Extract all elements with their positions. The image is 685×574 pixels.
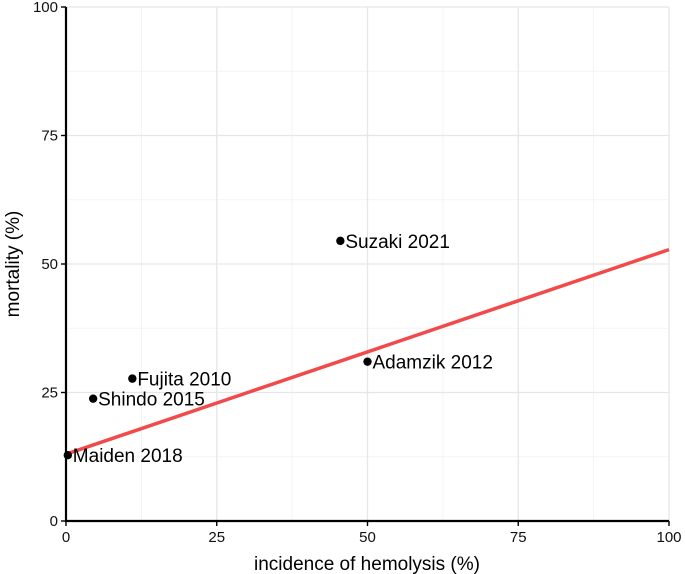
data-point: [63, 451, 73, 460]
point-label: Maiden 2018: [73, 446, 183, 467]
data-point: [128, 374, 137, 383]
y-tick-label: 75: [41, 128, 58, 145]
point-label: Adamzik 2012: [373, 353, 493, 374]
point-label: Shindo 2015: [98, 390, 205, 411]
point-label: Fujita 2010: [137, 370, 231, 391]
x-tick-label: 25: [208, 529, 225, 546]
y-tick-label: 25: [41, 385, 58, 402]
grid: [65, 6, 670, 522]
data-point: [363, 357, 372, 366]
y-tick-label: 100: [33, 0, 58, 16]
x-tick-label: 100: [656, 529, 681, 546]
x-tick-label: 75: [510, 529, 527, 546]
data-points: [63, 236, 372, 460]
x-axis-title: incidence of hemolysis (%): [254, 554, 480, 574]
data-point: [336, 236, 345, 246]
y-tick-label: 50: [41, 256, 58, 273]
trendline-layer: [65, 247, 670, 456]
y-tick-label: 0: [50, 513, 58, 530]
trend-line: [65, 247, 670, 456]
x-axis-ticks: 0 25 50 75 100: [62, 521, 682, 546]
data-point: [88, 394, 98, 403]
y-axis-title: mortality (%): [3, 211, 24, 318]
x-tick-label: 50: [359, 529, 376, 546]
point-labels: Suzaki 2021 Adamzik 2012 Fujita 2010Shindo…: [73, 232, 493, 467]
y-axis-ticks: 0 25 50 75 100: [33, 0, 66, 530]
point-label: Suzaki 2021: [345, 232, 450, 253]
x-tick-label: 0: [62, 529, 70, 546]
